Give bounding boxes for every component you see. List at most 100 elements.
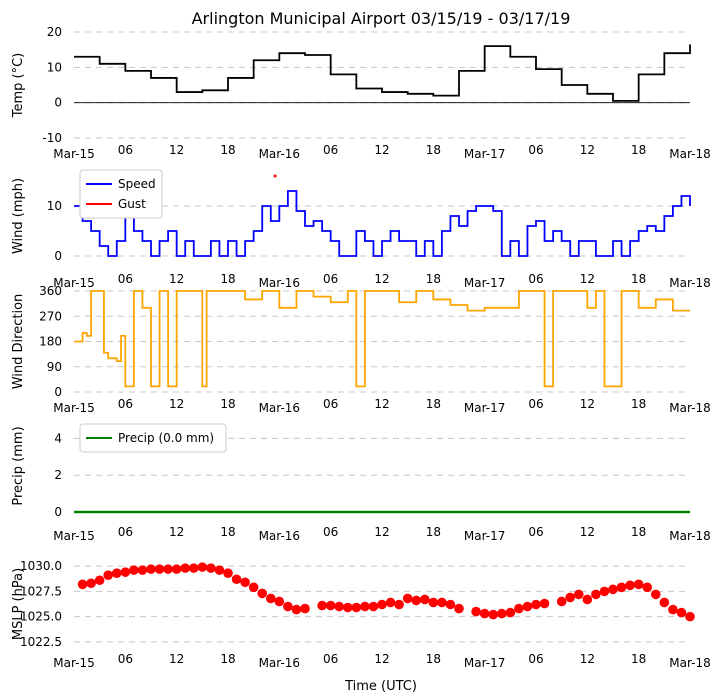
mslp-point <box>625 580 635 591</box>
wind-panel: 0 10 Mar-15 06 12 18 Mar-16 06 12 18 Mar-17 06 12 18 M… <box>11 169 711 290</box>
precip-y-tick-label: 4 <box>54 431 62 445</box>
precip-x-tick-label: 18 <box>631 525 646 539</box>
mslp-point <box>445 599 456 610</box>
mslp-point <box>317 600 327 611</box>
mslp-point <box>154 564 165 574</box>
dir-y-tick-label: 360 <box>39 284 62 298</box>
mslp-point <box>103 570 114 580</box>
temp-series-line <box>74 44 691 102</box>
mslp-point <box>300 603 310 614</box>
mslp-point <box>180 563 191 573</box>
mslp-point <box>668 604 678 615</box>
wind-series-line <box>74 190 691 257</box>
mslp-point <box>402 593 413 604</box>
mslp-point <box>368 601 379 612</box>
mslp-y-tick-label: 1022.5 <box>20 635 62 649</box>
mslp-x-tick-label: 18 <box>220 652 235 666</box>
dir-x-tick-label: 12 <box>580 397 595 411</box>
mslp-point <box>496 608 507 619</box>
mslp-point <box>325 600 336 611</box>
mslp-point <box>454 603 464 614</box>
mslp-point <box>197 562 208 572</box>
mslp-point <box>599 586 610 597</box>
precip-legend-label: Precip (0.0 mm) <box>118 431 214 445</box>
mslp-point <box>505 607 516 618</box>
mslp-point <box>428 597 439 608</box>
precip-x-tick-label: 12 <box>169 525 184 539</box>
mslp-point <box>86 578 96 589</box>
mslp-point <box>146 564 156 574</box>
temp-y-tick-label: -10 <box>42 131 62 145</box>
wind-legend-box <box>79 169 163 219</box>
mslp-point <box>479 608 490 619</box>
mslp-point <box>283 601 293 612</box>
dir-x-tick-label: 18 <box>631 397 646 411</box>
wind-y-axis-title: Wind (mph) <box>11 178 26 254</box>
dir-x-tick-label: 12 <box>374 397 389 411</box>
precip-x-tick-label: Mar-15 <box>53 529 94 543</box>
temp-x-tick-label: 12 <box>374 143 389 157</box>
dir-x-tick-label: 06 <box>528 397 543 411</box>
precip-x-tick-label: 06 <box>323 525 338 539</box>
mslp-x-tick-label: 12 <box>169 652 184 666</box>
precip-x-tick-label: 06 <box>118 525 133 539</box>
mslp-point <box>394 599 404 610</box>
mslp-point <box>616 582 627 593</box>
mslp-x-tick-label: 18 <box>426 652 441 666</box>
dir-x-tick-label: Mar-16 <box>259 401 300 415</box>
mslp-panel: 1022.5 1025.0 1027.5 1030.0 Mar-15 06 12 18 Mar-… <box>11 559 711 670</box>
mslp-point <box>608 584 618 595</box>
precip-panel: 0 2 4 Mar-15 06 12 18 Mar-16 06 12 18 Mar-17 06 12 18 M… <box>11 423 711 543</box>
precip-y-axis-title: Precip (mm) <box>11 426 26 505</box>
temp-panel: -10 0 10 20 Mar-15 06 12 18 Mar-16 06 12 18 Mar-17 06… <box>11 25 711 161</box>
precip-x-tick-label: 12 <box>580 525 595 539</box>
mslp-point <box>522 601 533 612</box>
mslp-y-tick-label: 1027.5 <box>20 584 62 598</box>
mslp-point <box>248 582 259 593</box>
wind-gust-point <box>273 174 277 178</box>
mslp-x-tick-label: Mar-15 <box>53 656 94 670</box>
temp-x-tick-label: Mar-16 <box>259 147 300 161</box>
wind-x-tick-label: 18 <box>631 272 646 286</box>
mslp-point <box>94 575 105 586</box>
mslp-point <box>385 597 396 608</box>
dir-x-tick-label: 18 <box>220 397 235 411</box>
mslp-point <box>334 601 345 612</box>
mslp-x-tick-label: 06 <box>118 652 133 666</box>
mslp-point <box>231 574 242 585</box>
wind-x-tick-label: Mar-16 <box>259 276 300 290</box>
wind-legend-label: Speed <box>118 177 156 191</box>
mslp-point <box>531 599 541 610</box>
mslp-x-tick-label: 18 <box>631 652 646 666</box>
wind-x-tick-label: 12 <box>374 272 389 286</box>
mslp-point <box>556 596 567 607</box>
mslp-point <box>591 589 601 600</box>
figure-title: Arlington Municipal Airport 03/15/19 - 0… <box>192 9 571 28</box>
dir-x-tick-label: 06 <box>323 397 338 411</box>
mslp-point <box>642 582 653 593</box>
mslp-x-tick-label: 12 <box>580 652 595 666</box>
mslp-point <box>171 564 182 574</box>
precip-x-tick-label: 06 <box>528 525 543 539</box>
mslp-point <box>685 611 695 622</box>
mslp-point <box>419 594 430 605</box>
wind-x-tick-label: Mar-18 <box>669 276 710 290</box>
precip-x-tick-label: 12 <box>374 525 389 539</box>
mslp-y-tick-label: 1025.0 <box>20 610 62 624</box>
mslp-point <box>573 589 584 600</box>
wind-x-tick-label: Mar-17 <box>464 276 505 290</box>
temp-y-tick-label: 10 <box>47 60 62 74</box>
wind-y-tick-label: 0 <box>54 249 62 263</box>
mslp-point <box>659 597 670 608</box>
precip-x-tick-label: 18 <box>220 525 235 539</box>
wind-x-tick-label: Mar-15 <box>53 276 94 290</box>
dir-series-line <box>74 290 690 388</box>
mslp-point <box>582 594 593 605</box>
temp-x-tick-label: Mar-17 <box>464 147 505 161</box>
mslp-point <box>377 599 387 610</box>
wind-x-tick-label: 12 <box>169 272 184 286</box>
wind-x-tick-label: 18 <box>220 272 235 286</box>
mslp-point <box>265 593 276 604</box>
